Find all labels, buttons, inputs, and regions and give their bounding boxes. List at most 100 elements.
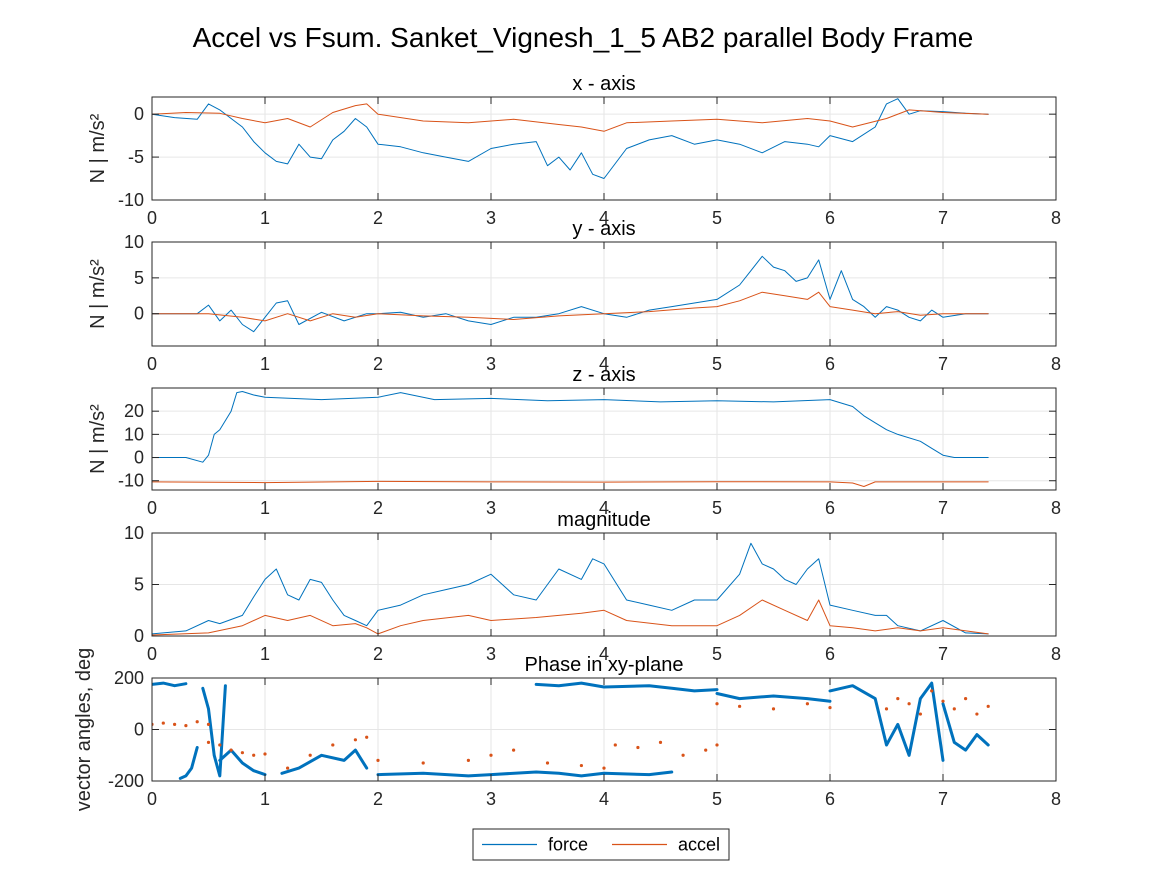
y-tick-label: -10 bbox=[118, 190, 144, 210]
y-tick-label: 10 bbox=[124, 523, 144, 543]
data-point-accel bbox=[545, 761, 550, 765]
series-line-force bbox=[152, 681, 188, 688]
y-tick-label: 10 bbox=[124, 232, 144, 252]
data-point-accel bbox=[884, 707, 889, 711]
x-tick-label: 0 bbox=[147, 354, 157, 374]
x-tick-label: 6 bbox=[825, 354, 835, 374]
series-line-force bbox=[201, 684, 227, 778]
data-point-accel bbox=[206, 740, 211, 744]
x-tick-label: 7 bbox=[938, 644, 948, 664]
data-point-accel bbox=[602, 766, 606, 770]
figure-title: Accel vs Fsum. Sanket_Vignesh_1_5 AB2 pa… bbox=[193, 22, 974, 53]
series-group bbox=[152, 542, 989, 636]
x-tick-label: 2 bbox=[373, 208, 383, 228]
legend-label-force: force bbox=[548, 835, 588, 855]
y-axis-label: N | m/s² bbox=[87, 113, 109, 183]
subplots: 0 1 2 3 4 5 6 7 8 -10 -5 0 x - axis N | m/s² 0 1 2 3 4 5 6 7 8… bbox=[73, 73, 1061, 811]
y-tick-label: 10 bbox=[124, 424, 144, 444]
y-tick-label: 0 bbox=[134, 448, 144, 468]
x-tick-label: 0 bbox=[147, 208, 157, 228]
x-tick-label: 8 bbox=[1051, 208, 1061, 228]
x-tick-label: 5 bbox=[712, 789, 722, 809]
data-point-accel bbox=[206, 722, 211, 726]
x-tick-label: 8 bbox=[1051, 498, 1061, 518]
data-point-accel bbox=[681, 753, 685, 757]
x-tick-label: 0 bbox=[147, 644, 157, 664]
x-tick-label: 7 bbox=[938, 498, 948, 518]
x-tick-label: 2 bbox=[373, 498, 383, 518]
data-point-accel bbox=[715, 743, 719, 747]
data-point-accel bbox=[771, 707, 776, 711]
x-tick-label: 2 bbox=[373, 789, 383, 809]
x-tick-label: 5 bbox=[712, 354, 722, 374]
data-point-accel bbox=[658, 740, 663, 744]
y-tick-label: 0 bbox=[134, 304, 144, 324]
data-point-accel bbox=[941, 699, 945, 703]
subplot-4: 0 1 2 3 4 5 6 7 8 0 5 10 magnitude bbox=[124, 509, 1061, 664]
series-group bbox=[152, 255, 989, 333]
x-tick-label: 8 bbox=[1051, 644, 1061, 664]
y-tick-label: 5 bbox=[134, 575, 144, 595]
x-tick-label: 7 bbox=[938, 208, 948, 228]
x-tick-label: 4 bbox=[599, 644, 609, 664]
x-tick-label: 2 bbox=[373, 644, 383, 664]
y-axis-label: vector angles, deg bbox=[73, 648, 95, 811]
y-axis-label: N | m/s² bbox=[87, 259, 109, 329]
data-point-accel bbox=[229, 748, 233, 752]
x-tick-label: 3 bbox=[486, 498, 496, 518]
subplot-title: x - axis bbox=[572, 73, 635, 95]
data-point-accel bbox=[218, 743, 222, 747]
series-line-force bbox=[152, 391, 989, 463]
data-point-accel bbox=[353, 738, 357, 742]
data-point-accel bbox=[173, 722, 177, 726]
subplot-1: 0 1 2 3 4 5 6 7 8 -10 -5 0 x - axis N | m/s² bbox=[87, 73, 1061, 228]
x-tick-label: 1 bbox=[260, 208, 270, 228]
data-point-accel bbox=[263, 752, 267, 756]
x-tick-label: 6 bbox=[825, 208, 835, 228]
data-point-accel bbox=[195, 720, 199, 724]
data-point-accel bbox=[907, 702, 911, 706]
data-point-accel bbox=[252, 753, 256, 757]
data-point-accel bbox=[308, 753, 312, 757]
data-point-accel bbox=[466, 758, 470, 763]
x-tick-label: 6 bbox=[825, 789, 835, 809]
y-tick-label: 5 bbox=[134, 268, 144, 288]
series-line-accel bbox=[152, 103, 989, 132]
series-line-force bbox=[178, 746, 199, 780]
series-line-force bbox=[828, 681, 945, 762]
data-point-accel bbox=[636, 745, 640, 750]
x-tick-label: 3 bbox=[486, 644, 496, 664]
x-tick-label: 5 bbox=[712, 498, 722, 518]
x-tick-label: 0 bbox=[147, 789, 157, 809]
x-tick-label: 2 bbox=[373, 354, 383, 374]
data-point-accel bbox=[738, 704, 742, 708]
x-tick-label: 6 bbox=[825, 644, 835, 664]
y-axis-label: N | m/s² bbox=[87, 404, 109, 474]
y-tick-label: -5 bbox=[128, 147, 144, 167]
data-point-accel bbox=[704, 748, 708, 752]
y-tick-label: 0 bbox=[134, 104, 144, 124]
data-point-accel bbox=[930, 689, 934, 693]
data-point-accel bbox=[975, 712, 979, 716]
data-point-accel bbox=[918, 712, 923, 716]
data-point-accel bbox=[161, 721, 165, 725]
subplot-title: magnitude bbox=[557, 509, 650, 531]
x-tick-label: 5 bbox=[712, 208, 722, 228]
x-tick-label: 3 bbox=[486, 208, 496, 228]
x-tick-label: 7 bbox=[938, 789, 948, 809]
subplot-title: Phase in xy-plane bbox=[525, 654, 684, 676]
series-line-force bbox=[715, 692, 832, 703]
x-tick-label: 1 bbox=[260, 789, 270, 809]
x-tick-label: 5 bbox=[712, 644, 722, 664]
series-group bbox=[152, 681, 990, 780]
series-group bbox=[152, 98, 989, 179]
x-tick-label: 0 bbox=[147, 498, 157, 518]
legend: force accel bbox=[472, 828, 730, 861]
x-tick-label: 1 bbox=[260, 354, 270, 374]
y-tick-label: 0 bbox=[134, 720, 144, 740]
data-point-accel bbox=[365, 735, 369, 739]
y-tick-label: -200 bbox=[108, 771, 144, 791]
